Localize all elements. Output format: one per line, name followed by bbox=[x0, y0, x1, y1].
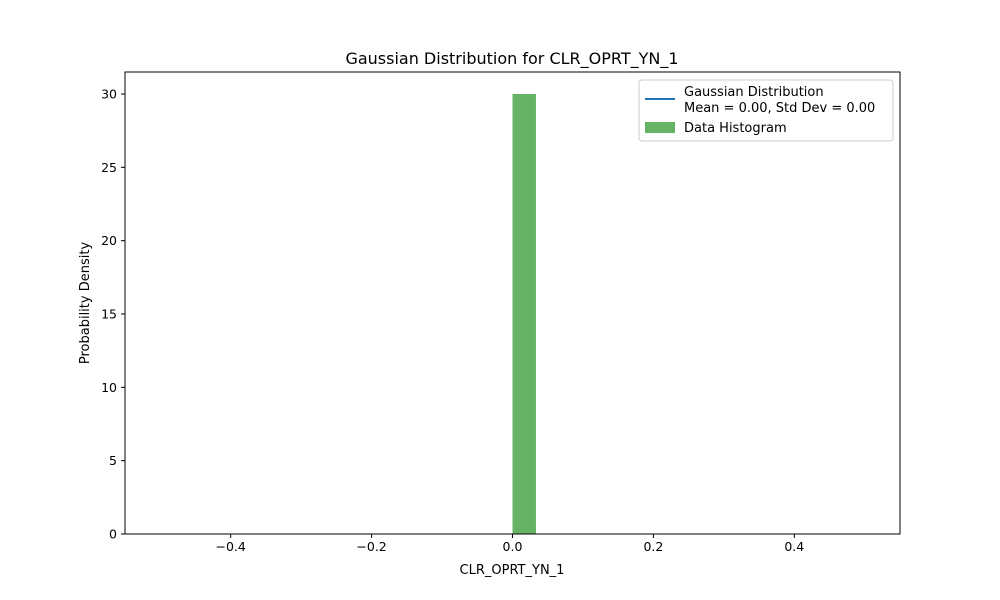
x-tick-label: 0.4 bbox=[784, 539, 804, 554]
x-axis-ticks: −0.4 −0.2 0.0 0.2 0.4 bbox=[216, 534, 804, 554]
legend-gaussian-label-line2: Mean = 0.00, Std Dev = 0.00 bbox=[684, 101, 875, 116]
y-tick-label: 15 bbox=[101, 307, 117, 322]
y-axis-ticks: 0 5 10 15 20 25 30 bbox=[101, 87, 125, 542]
y-tick-label: 25 bbox=[101, 160, 117, 175]
y-tick-label: 10 bbox=[101, 380, 117, 395]
legend: Gaussian Distribution Mean = 0.00, Std D… bbox=[638, 79, 894, 142]
y-tick-label: 20 bbox=[101, 233, 117, 248]
x-tick-label: 0.2 bbox=[643, 539, 663, 554]
histogram-bar-0 bbox=[512, 94, 536, 534]
y-tick-label: 30 bbox=[101, 87, 117, 102]
legend-histogram-swatch bbox=[645, 122, 675, 133]
legend-gaussian-label-line1: Gaussian Distribution bbox=[684, 85, 824, 100]
x-axis-label: CLR_OPRT_YN_1 bbox=[460, 563, 565, 578]
legend-box bbox=[638, 79, 894, 142]
x-tick-label: −0.4 bbox=[216, 539, 246, 554]
chart-title: Gaussian Distribution for CLR_OPRT_YN_1 bbox=[345, 49, 678, 69]
legend-histogram-label: Data Histogram bbox=[684, 121, 787, 136]
x-tick-label: 0.0 bbox=[503, 539, 523, 554]
x-tick-label: −0.2 bbox=[356, 539, 386, 554]
y-axis-label: Probability Density bbox=[78, 242, 93, 365]
y-tick-label: 0 bbox=[109, 527, 117, 542]
y-tick-label: 5 bbox=[109, 453, 117, 468]
